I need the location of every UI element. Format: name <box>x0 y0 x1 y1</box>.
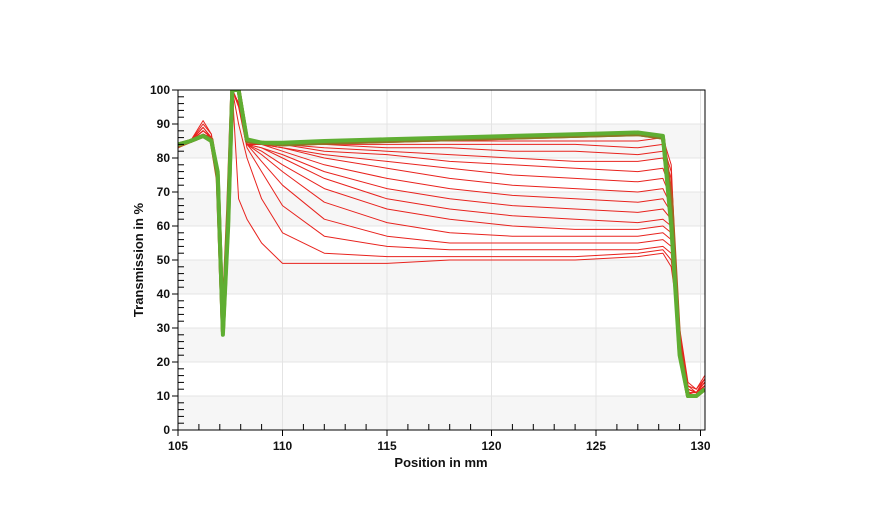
y-tick-label: 80 <box>157 151 171 165</box>
y-tick-label: 40 <box>157 287 171 301</box>
background-band <box>178 328 705 362</box>
x-axis-label: Position in mm <box>394 455 487 470</box>
plot-background <box>178 124 705 430</box>
series-line <box>178 90 705 398</box>
background-band <box>178 396 705 430</box>
y-tick-label: 30 <box>157 321 171 335</box>
y-tick-label: 60 <box>157 219 171 233</box>
x-tick-label: 130 <box>690 439 710 453</box>
x-tick-label: 120 <box>481 439 501 453</box>
y-tick-label: 100 <box>150 83 170 97</box>
y-tick-label: 70 <box>157 185 171 199</box>
y-tick-label: 10 <box>157 389 171 403</box>
x-tick-label: 115 <box>377 439 397 453</box>
y-tick-label: 20 <box>157 355 171 369</box>
x-tick-label: 110 <box>273 439 293 453</box>
background-band <box>178 260 705 294</box>
y-axis-label: Transmission in % <box>131 202 146 317</box>
x-tick-label: 105 <box>168 439 188 453</box>
y-tick-label: 90 <box>157 117 171 131</box>
y-tick-label: 0 <box>163 423 170 437</box>
x-tick-label: 125 <box>586 439 606 453</box>
series-lines <box>178 90 705 398</box>
y-tick-label: 50 <box>157 253 171 267</box>
axis-ticks: 0 10 20 30 40 50 60 70 80 90 100 105 110 115 120 125 130 <box>150 83 711 453</box>
